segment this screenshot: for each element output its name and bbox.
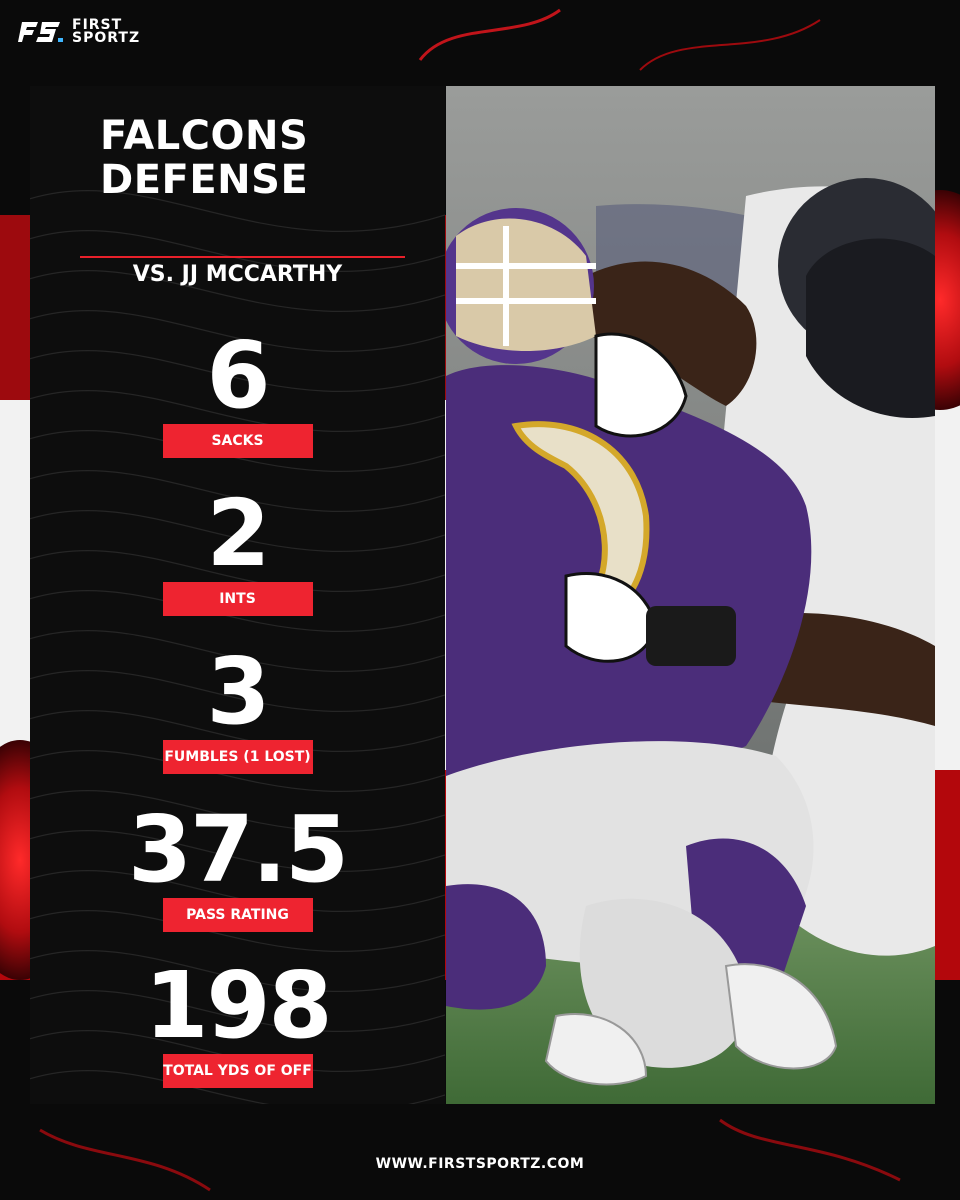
stat-label: FUMBLES (1 LOST) xyxy=(162,740,313,774)
stat-label: PASS RATING xyxy=(162,898,313,932)
stat-label: INTS xyxy=(162,582,313,616)
stat-ints: 2 INTS xyxy=(30,488,445,616)
brand-logo: FIRST SPORTZ xyxy=(18,18,140,46)
stat-total-yards: 198 TOTAL YDS OF OFF xyxy=(30,960,445,1088)
stat-pass-rating: 37.5 PASS RATING xyxy=(30,804,445,932)
stat-value: 6 xyxy=(206,322,270,429)
stat-value: 37.5 xyxy=(128,796,349,903)
stat-value: 2 xyxy=(206,480,270,587)
football-tackle-image xyxy=(446,86,935,1104)
title-line2: DEFENSE xyxy=(100,157,309,203)
stat-label: SACKS xyxy=(162,424,313,458)
game-photo xyxy=(446,86,935,1104)
brand-line2: SPORTZ xyxy=(72,30,141,46)
brand-line1: FIRST xyxy=(72,17,123,33)
fs-logo-icon xyxy=(18,22,63,42)
page-title: FALCONS DEFENSE xyxy=(100,114,308,202)
title-divider xyxy=(80,256,405,258)
stat-sacks: 6 SACKS xyxy=(30,330,445,458)
stat-value: 3 xyxy=(206,638,270,745)
stat-value: 198 xyxy=(144,952,332,1059)
subtitle: VS. JJ MCCARTHY xyxy=(132,262,343,287)
stat-fumbles: 3 FUMBLES (1 LOST) xyxy=(30,646,445,774)
title-line1: FALCONS xyxy=(100,113,309,159)
stat-label: TOTAL YDS OF OFF xyxy=(162,1054,313,1088)
website-link[interactable]: WWW.FIRSTSPORTZ.COM xyxy=(375,1156,585,1172)
